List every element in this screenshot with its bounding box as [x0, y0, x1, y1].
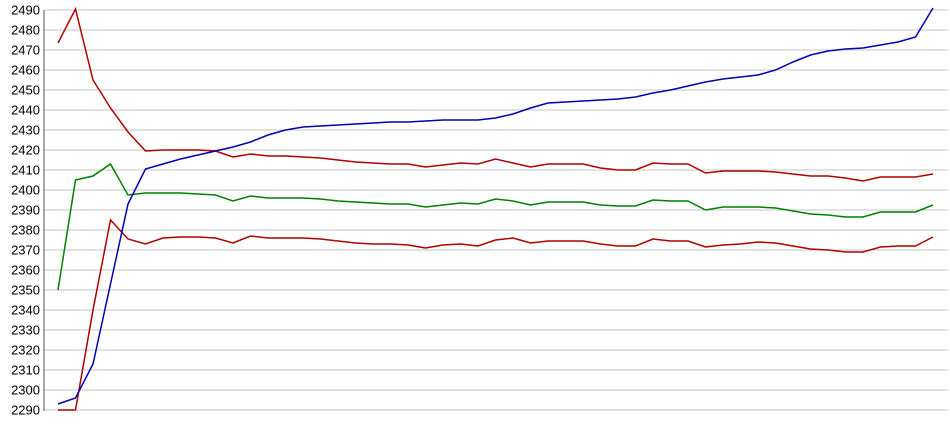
y-tick-label: 2420 — [11, 143, 40, 158]
y-tick-label: 2370 — [11, 243, 40, 258]
y-tick-label: 2300 — [11, 383, 40, 398]
y-tick-label: 2450 — [11, 83, 40, 98]
y-tick-label: 2290 — [11, 403, 40, 418]
y-tick-label: 2390 — [11, 203, 40, 218]
y-tick-label: 2410 — [11, 163, 40, 178]
y-tick-label: 2480 — [11, 23, 40, 38]
y-tick-label: 2350 — [11, 283, 40, 298]
series-price — [57, 7, 934, 405]
y-tick-label: 2310 — [11, 363, 40, 378]
series-upper-band — [57, 6, 934, 182]
y-tick-label: 2330 — [11, 323, 40, 338]
y-tick-label: 2460 — [11, 63, 40, 78]
y-tick-label: 2380 — [11, 223, 40, 238]
series-lower-band — [58, 218, 934, 411]
y-tick-label: 2440 — [11, 103, 40, 118]
y-tick-label: 2340 — [11, 303, 40, 318]
y-tick-label: 2320 — [11, 343, 40, 358]
y-tick-label: 2360 — [11, 263, 40, 278]
y-tick-label: 2400 — [11, 183, 40, 198]
y-tick-label: 2490 — [11, 3, 40, 18]
y-tick-label: 2430 — [11, 123, 40, 138]
series-moving-average — [57, 162, 934, 291]
y-tick-label: 2470 — [11, 43, 40, 58]
